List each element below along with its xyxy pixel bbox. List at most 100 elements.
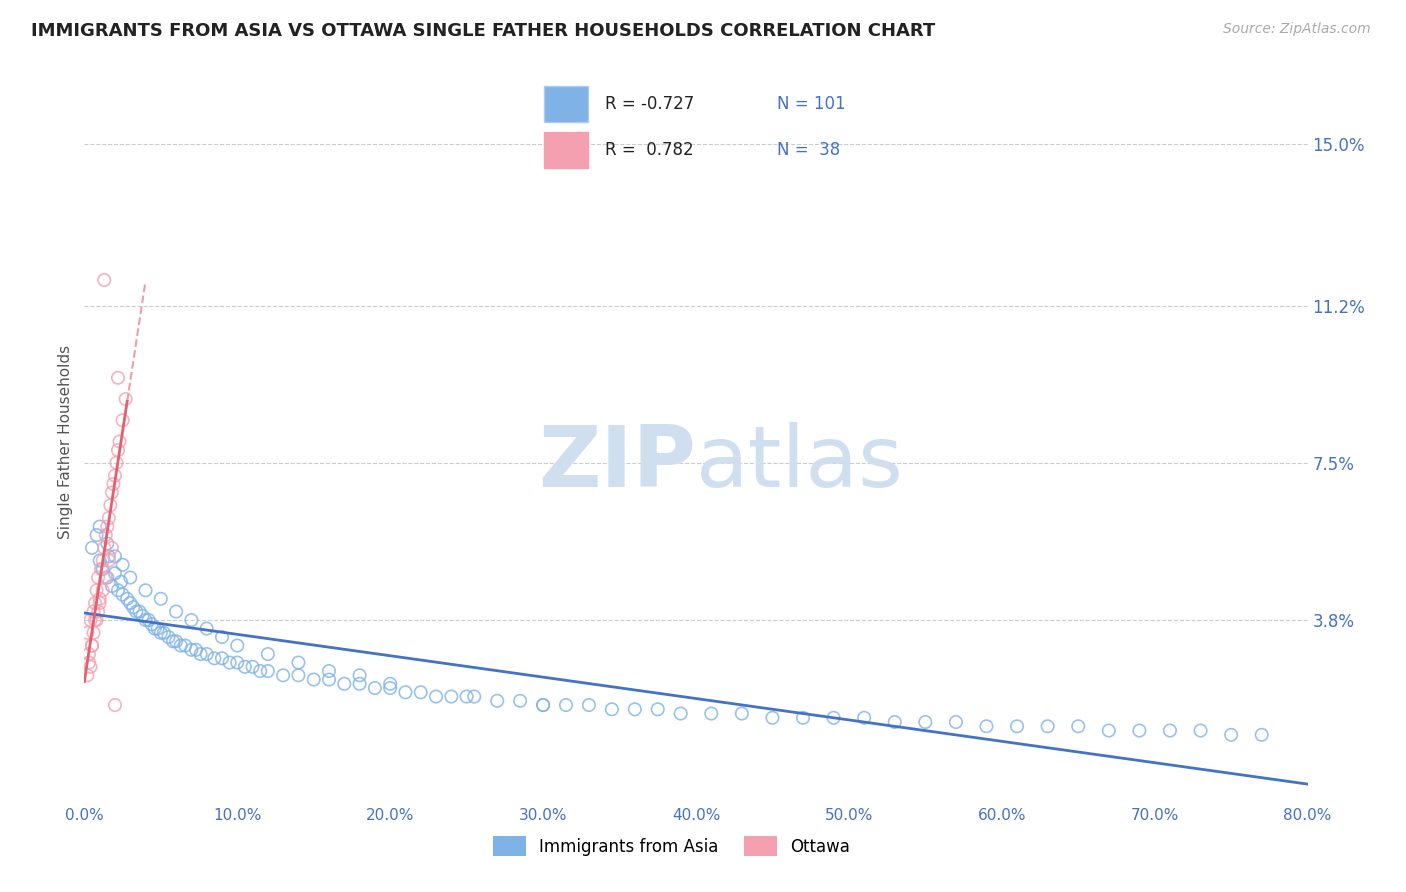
Point: [101, 579, 124, 593]
Point: [76, 625, 98, 640]
Point: [80, 639, 103, 653]
Point: [218, 656, 240, 670]
Point: [195, 647, 218, 661]
Point: [104, 549, 127, 564]
Point: [94, 570, 117, 584]
Point: [89, 591, 111, 606]
Point: [1067, 719, 1090, 733]
Point: [77, 656, 100, 670]
Point: [914, 714, 936, 729]
Point: [138, 613, 160, 627]
Point: [83, 625, 105, 640]
Point: [162, 634, 184, 648]
Point: [349, 677, 371, 691]
Point: [96, 536, 118, 550]
Point: [90, 562, 112, 576]
Point: [731, 706, 754, 721]
Point: [97, 511, 120, 525]
Point: [149, 625, 172, 640]
Point: [79, 660, 101, 674]
Point: [94, 528, 117, 542]
Point: [86, 613, 108, 627]
Point: [91, 562, 114, 576]
Point: [823, 711, 845, 725]
Point: [976, 719, 998, 733]
Point: [97, 553, 120, 567]
Point: [157, 630, 180, 644]
Text: N = 101: N = 101: [778, 95, 846, 112]
Point: [440, 690, 463, 704]
Point: [84, 596, 107, 610]
Point: [84, 613, 107, 627]
Point: [131, 608, 153, 623]
Point: [89, 553, 111, 567]
Point: [114, 392, 136, 406]
Point: [91, 553, 114, 567]
Point: [190, 647, 212, 661]
Point: [120, 596, 142, 610]
Point: [104, 468, 127, 483]
Point: [96, 519, 118, 533]
Point: [226, 656, 249, 670]
Point: [153, 625, 176, 640]
Point: [578, 698, 600, 712]
Point: [257, 664, 280, 678]
Point: [202, 651, 225, 665]
Point: [174, 639, 197, 653]
Point: [1159, 723, 1181, 738]
Point: [226, 639, 249, 653]
Point: [97, 549, 120, 564]
Point: [83, 605, 105, 619]
Point: [108, 434, 131, 449]
Point: [122, 600, 145, 615]
Point: [170, 639, 193, 653]
Text: IMMIGRANTS FROM ASIA VS OTTAWA SINGLE FATHER HOUSEHOLDS CORRELATION CHART: IMMIGRANTS FROM ASIA VS OTTAWA SINGLE FA…: [31, 22, 935, 40]
Point: [107, 443, 129, 458]
Point: [761, 711, 783, 725]
Point: [233, 660, 256, 674]
Text: Source: ZipAtlas.com: Source: ZipAtlas.com: [1223, 22, 1371, 37]
Point: [211, 630, 233, 644]
Point: [531, 698, 554, 712]
Text: R =  0.782: R = 0.782: [605, 141, 693, 159]
Point: [364, 681, 387, 695]
Point: [456, 690, 478, 704]
Point: [555, 698, 578, 712]
Point: [211, 651, 233, 665]
Point: [195, 622, 218, 636]
Point: [349, 668, 371, 682]
Point: [149, 591, 172, 606]
Point: [96, 570, 118, 584]
Point: [93, 541, 115, 555]
Text: R = -0.727: R = -0.727: [605, 95, 695, 112]
Point: [302, 673, 325, 687]
Point: [135, 583, 157, 598]
Point: [143, 622, 166, 636]
Point: [165, 634, 187, 648]
Point: [87, 605, 110, 619]
Point: [1005, 719, 1028, 733]
Point: [600, 702, 623, 716]
Point: [945, 714, 967, 729]
Point: [257, 647, 280, 661]
Point: [125, 605, 148, 619]
Point: [101, 541, 124, 555]
Point: [110, 574, 132, 589]
Point: [486, 694, 509, 708]
Point: [509, 694, 531, 708]
Point: [792, 711, 814, 725]
Point: [91, 583, 114, 598]
Point: [883, 714, 905, 729]
Point: [1189, 723, 1212, 738]
Point: [425, 690, 447, 704]
Point: [104, 698, 127, 712]
Point: [111, 558, 134, 572]
Point: [394, 685, 416, 699]
Point: [853, 711, 876, 725]
Point: [135, 613, 157, 627]
Point: [180, 642, 202, 657]
Point: [242, 660, 264, 674]
Point: [115, 591, 138, 606]
Point: [318, 673, 340, 687]
Point: [80, 541, 103, 555]
